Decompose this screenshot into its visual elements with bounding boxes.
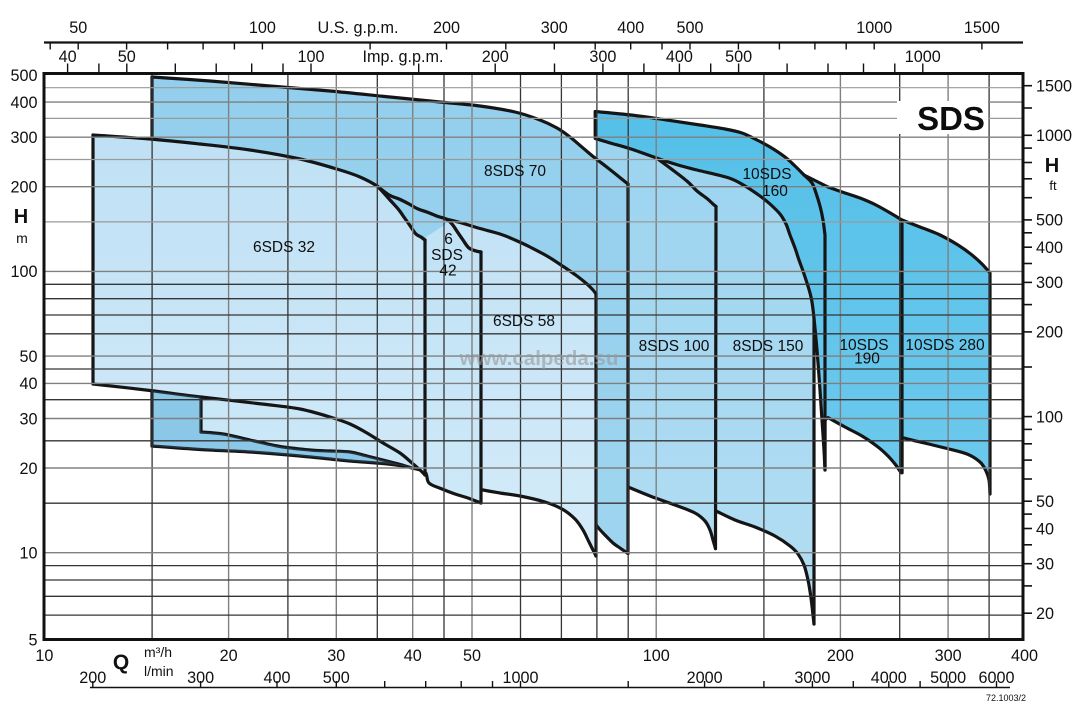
svg-text:10: 10 (35, 647, 53, 665)
svg-text:42: 42 (439, 263, 456, 280)
svg-text:400: 400 (617, 19, 644, 37)
svg-text:SDS: SDS (431, 247, 463, 264)
svg-text:50: 50 (19, 348, 37, 366)
svg-text:8SDS 70: 8SDS 70 (484, 163, 546, 180)
svg-text:3000: 3000 (794, 669, 830, 687)
svg-text:1000: 1000 (856, 19, 892, 37)
svg-text:50: 50 (118, 48, 136, 66)
svg-text:SDS: SDS (917, 100, 985, 137)
svg-text:190: 190 (854, 351, 880, 368)
svg-text:100: 100 (249, 19, 276, 37)
svg-text:6SDS 32: 6SDS 32 (253, 239, 315, 256)
svg-text:6000: 6000 (978, 669, 1014, 687)
svg-text:Q: Q (113, 651, 129, 674)
svg-text:200: 200 (79, 669, 106, 687)
svg-text:5: 5 (28, 631, 37, 649)
svg-text:40: 40 (404, 647, 422, 665)
svg-text:H: H (1045, 155, 1059, 177)
svg-text:50: 50 (1036, 493, 1054, 511)
svg-text:40: 40 (19, 375, 37, 393)
svg-text:300: 300 (935, 647, 962, 665)
svg-text:6: 6 (444, 231, 453, 248)
svg-text:4000: 4000 (871, 669, 907, 687)
svg-text:U.S. g.p.m.: U.S. g.p.m. (318, 19, 399, 37)
svg-text:8SDS 150: 8SDS 150 (733, 338, 804, 355)
svg-text:1000: 1000 (905, 48, 941, 66)
svg-text:10SDS: 10SDS (839, 337, 888, 354)
svg-text:200: 200 (1036, 324, 1063, 342)
svg-text:400: 400 (1011, 647, 1038, 665)
svg-text:500: 500 (725, 48, 752, 66)
svg-text:200: 200 (433, 19, 460, 37)
svg-text:H: H (14, 206, 28, 228)
svg-text:100: 100 (1036, 408, 1063, 426)
svg-text:100: 100 (10, 263, 37, 281)
svg-text:40: 40 (1036, 520, 1054, 538)
svg-text:300: 300 (541, 19, 568, 37)
svg-text:300: 300 (589, 48, 616, 66)
svg-text:10SDS 280: 10SDS 280 (905, 337, 985, 354)
svg-text:400: 400 (263, 669, 290, 687)
svg-text:100: 100 (297, 48, 324, 66)
svg-text:20: 20 (19, 460, 37, 478)
svg-text:1500: 1500 (964, 19, 1000, 37)
svg-text:5000: 5000 (930, 669, 966, 687)
svg-text:50: 50 (463, 647, 481, 665)
svg-text:72.1003/2: 72.1003/2 (986, 693, 1026, 703)
svg-text:500: 500 (323, 669, 350, 687)
svg-text:40: 40 (59, 48, 77, 66)
svg-text:1000: 1000 (502, 669, 538, 687)
svg-text:500: 500 (676, 19, 703, 37)
svg-text:50: 50 (69, 19, 87, 37)
svg-text:m³/h: m³/h (144, 644, 172, 660)
svg-text:10SDS: 10SDS (742, 166, 791, 183)
svg-text:30: 30 (19, 410, 37, 428)
svg-text:30: 30 (1036, 556, 1054, 574)
svg-text:200: 200 (482, 48, 509, 66)
svg-text:160: 160 (762, 183, 788, 200)
svg-text:400: 400 (1036, 239, 1063, 257)
svg-text:2000: 2000 (687, 669, 723, 687)
svg-text:300: 300 (1036, 274, 1063, 292)
svg-text:l/min: l/min (144, 663, 174, 679)
svg-text:200: 200 (827, 647, 854, 665)
svg-text:10: 10 (19, 545, 37, 563)
svg-text:m: m (16, 230, 28, 246)
svg-text:500: 500 (1036, 212, 1063, 230)
svg-text:8SDS 100: 8SDS 100 (639, 338, 710, 355)
svg-text:500: 500 (10, 67, 37, 85)
svg-text:ft: ft (1049, 178, 1057, 193)
svg-text:Imp. g.p.m.: Imp. g.p.m. (363, 48, 444, 66)
svg-text:1500: 1500 (1036, 78, 1072, 96)
svg-text:400: 400 (10, 94, 37, 112)
svg-text:6SDS 58: 6SDS 58 (493, 313, 555, 330)
svg-text:100: 100 (643, 647, 670, 665)
svg-text:300: 300 (187, 669, 214, 687)
svg-text:20: 20 (220, 647, 238, 665)
svg-text:www.calpeda.su: www.calpeda.su (459, 347, 619, 370)
svg-text:200: 200 (10, 179, 37, 197)
svg-text:20: 20 (1036, 605, 1054, 623)
svg-text:1000: 1000 (1036, 127, 1072, 145)
svg-text:30: 30 (327, 647, 345, 665)
svg-text:400: 400 (666, 48, 693, 66)
svg-text:300: 300 (10, 129, 37, 147)
